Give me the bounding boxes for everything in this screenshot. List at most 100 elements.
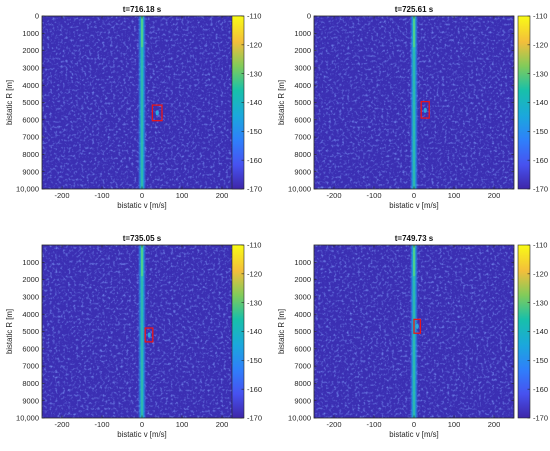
x-axis-label: bistatic v [m/s] [389,430,438,439]
y-tick-label: 9000 [294,167,311,176]
target-box [413,318,422,334]
x-tick-label: 200 [488,191,501,200]
y-tick-label: 10,000 [16,414,39,423]
colorbar-tick-label: -140 [247,327,262,336]
x-tick-label: 200 [488,420,501,429]
x-tick-label: -100 [94,191,109,200]
target-echo [147,332,151,338]
y-tick-label: 6000 [22,344,39,353]
y-tick-label: 4000 [294,310,311,319]
x-tick-label: -200 [326,420,341,429]
y-tick-label: 0 [35,12,39,21]
heatmap-area [314,16,514,189]
y-tick-label: 0 [307,12,311,21]
x-tick-label: -100 [366,420,381,429]
x-tick-label: 200 [216,191,229,200]
colorbar-tick-label: -170 [533,414,548,423]
colorbar-tick-label: -150 [247,356,262,365]
colorbar-tick-label: -120 [533,269,548,278]
colorbar-tick-label: -120 [533,40,548,49]
y-tick-label: 3000 [22,293,39,302]
y-tick-label: 3000 [294,64,311,73]
y-tick-label: 7000 [22,133,39,142]
colorbar-tick-label: -110 [533,12,547,21]
heatmap-area [42,16,242,189]
y-tick-label: 7000 [294,362,311,371]
x-tick-label: 100 [176,420,189,429]
x-tick-label: 0 [140,420,144,429]
chart-title: t=749.73 s [395,234,434,243]
target-echo [415,323,419,329]
colorbar-tick-label: -110 [247,12,261,21]
y-tick-label: 8000 [294,379,311,388]
x-tick-label: 200 [216,420,229,429]
y-tick-label: 8000 [22,379,39,388]
y-tick-label: 2000 [22,275,39,284]
y-tick-label: 10,000 [288,414,311,423]
y-tick-label: 4000 [22,310,39,319]
y-tick-label: 1000 [294,258,311,267]
y-axis-label: bistatic R [m] [5,80,14,125]
colorbar-tick-label: -110 [533,241,547,250]
x-tick-label: 0 [412,191,416,200]
target-box [144,327,154,343]
y-tick-label: 5000 [22,327,39,336]
colorbar-tick-label: -160 [247,385,262,394]
y-tick-label: 3000 [22,64,39,73]
y-tick-label: 8000 [22,150,39,159]
colorbar-tick-label: -170 [247,414,262,423]
colorbar-tick-label: -150 [247,127,262,136]
y-axis-label: bistatic R [m] [277,309,286,354]
colorbar-tick-label: -130 [247,298,262,307]
y-tick-label: 6000 [22,115,39,124]
zero-doppler-ridge-peak [141,16,144,48]
panel-2: -200 -100 0 100 2000100020003000400050006000… [277,5,548,210]
x-tick-label: -200 [54,420,69,429]
y-tick-label: 5000 [294,98,311,107]
x-tick-label: 0 [412,420,416,429]
y-tick-label: 6000 [294,115,311,124]
zero-doppler-ridge-peak [413,16,416,48]
colorbar-tick-label: -160 [533,156,548,165]
panel-4: -200 -100 0 100 200 1000 2000 3000 4000 5000 6000 7… [277,234,548,439]
x-tick-label: -200 [54,191,69,200]
zero-doppler-ridge-peak [141,245,144,277]
x-axis-label: bistatic v [m/s] [117,430,166,439]
y-tick-label: 9000 [22,167,39,176]
target-box [420,100,430,119]
colorbar-tick-label: -170 [247,185,262,194]
x-tick-label: 0 [140,191,144,200]
y-tick-label: 4000 [294,81,311,90]
target-box [151,104,163,122]
zero-doppler-ridge [138,16,146,189]
x-tick-label: -200 [326,191,341,200]
colorbar-tick-label: -150 [533,127,548,136]
zero-doppler-ridge [138,245,146,418]
chart-title: t=716.18 s [123,5,162,14]
y-tick-label: 9000 [294,396,311,405]
colorbar-tick-label: -170 [533,185,548,194]
y-tick-label: 5000 [294,327,311,336]
y-tick-label: 2000 [22,46,39,55]
panel-1: -200 -100 0 100 2000100020003000400050006000… [5,5,262,210]
y-tick-label: 1000 [22,29,39,38]
y-tick-label: 3000 [294,293,311,302]
y-tick-label: 8000 [294,150,311,159]
colorbar-tick-label: -140 [247,98,262,107]
y-tick-label: 6000 [294,344,311,353]
colorbar-tick-label: -120 [247,269,262,278]
zero-doppler-ridge-peak [413,245,416,277]
y-tick-label: 2000 [294,275,311,284]
colorbar-tick-label: -120 [247,40,262,49]
y-tick-label: 9000 [22,396,39,405]
y-axis-label: bistatic R [m] [5,309,14,354]
y-tick-label: 10,000 [288,185,311,194]
colorbar-tick-label: -130 [533,69,548,78]
y-axis-label: bistatic R [m] [277,80,286,125]
colorbar-tick-label: -160 [247,156,262,165]
x-tick-label: -100 [94,420,109,429]
target-echo [155,110,159,116]
y-tick-label: 5000 [22,98,39,107]
x-axis-label: bistatic v [m/s] [117,201,166,210]
